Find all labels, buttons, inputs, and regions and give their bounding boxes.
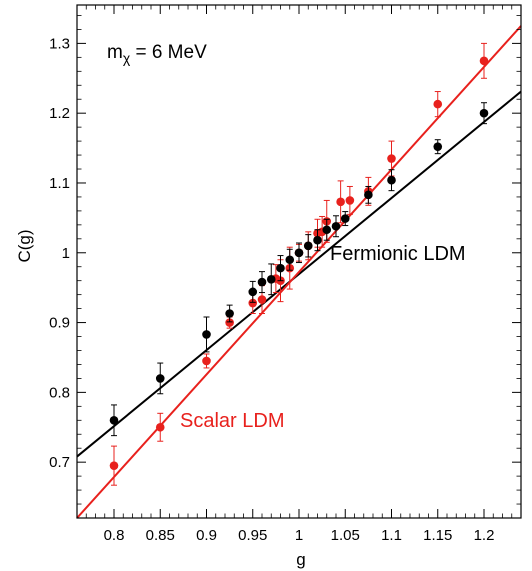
y-tick-label: 1.1 — [49, 175, 70, 192]
x-axis-label: g — [296, 550, 305, 569]
scalar-point — [433, 99, 443, 109]
fermionic-point — [248, 287, 258, 297]
legend-fermionic: Fermionic LDM — [330, 243, 466, 265]
y-axis-label: C(g) — [15, 229, 34, 262]
scalar-point — [387, 154, 396, 163]
scalar-point — [202, 356, 211, 366]
fermionic-point — [387, 175, 396, 185]
fermionic-point — [340, 214, 350, 223]
fermionic-point — [294, 248, 304, 258]
fermionic-point — [322, 225, 332, 235]
fit-lines — [76, 25, 522, 519]
y-tick-label: 0.8 — [49, 384, 70, 401]
data-points — [109, 42, 489, 486]
fermionic-point — [479, 108, 489, 118]
scalar-point — [479, 56, 489, 66]
x-tick-label: 0.85 — [146, 527, 175, 544]
x-tick-label: 1.15 — [423, 527, 452, 544]
fermionic-point — [155, 374, 165, 383]
x-tick-label: 1.2 — [474, 527, 495, 544]
scalar-point — [345, 196, 355, 205]
annotation-value: = 6 MeV — [130, 42, 207, 63]
fermionic-point — [285, 255, 295, 265]
y-tick-label: 1.3 — [49, 35, 70, 52]
scalar-point — [155, 422, 165, 432]
fermionic-point — [109, 415, 119, 425]
fermionic-point — [257, 277, 267, 287]
x-tick-label: 1 — [295, 527, 303, 544]
fermionic-point — [303, 241, 313, 251]
fermionic-point — [202, 330, 211, 339]
fermionic-point — [225, 309, 234, 318]
scalar-point — [257, 295, 267, 304]
annotation-m: m — [107, 42, 123, 63]
x-tick-label: 0.8 — [104, 527, 125, 544]
fermionic-point — [433, 142, 443, 151]
fermionic-point — [331, 221, 341, 231]
fermionic-point — [276, 263, 285, 273]
x-tick-label: 1.05 — [331, 527, 360, 544]
fermionic-fit-line — [76, 90, 522, 458]
y-tick-label: 1.2 — [49, 105, 70, 122]
y-tick-label: 0.7 — [49, 454, 70, 471]
scalar-point — [336, 197, 345, 207]
scalar-point — [248, 298, 258, 308]
y-tick-label: 1 — [62, 245, 70, 262]
fermionic-point — [364, 190, 373, 200]
annotation-mass: mχ = 6 MeV — [107, 42, 207, 66]
scalar-fit-line — [76, 25, 522, 519]
x-tick-label: 1.1 — [381, 527, 402, 544]
annotation-subscript: χ — [123, 50, 131, 66]
axis-ticks: 0.8 0.85 0.9 0.95 1 1.05 1.1 1.15 1.2 0.7 0.8 0.9 1 1… — [49, 5, 522, 544]
legend-scalar: Scalar LDM — [180, 410, 284, 432]
fermionic-point — [266, 274, 276, 284]
scalar-point — [225, 318, 234, 327]
fermionic-point — [313, 235, 322, 245]
x-tick-label: 0.95 — [238, 527, 267, 544]
scalar-point — [109, 461, 119, 470]
y-tick-label: 0.9 — [49, 315, 70, 332]
x-tick-label: 0.9 — [196, 527, 217, 544]
